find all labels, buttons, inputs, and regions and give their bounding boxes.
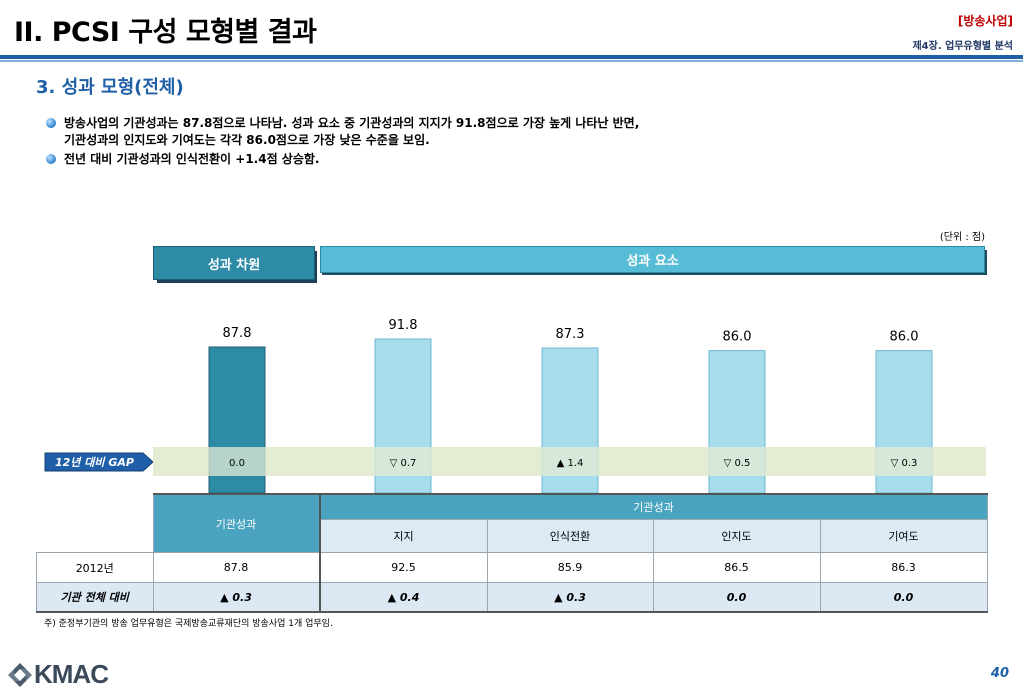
gap-value-label: ▽ 0.3 [891,458,918,469]
bar-chart: 87.8 91.8 87.3 86.0 86.0 0.0 ▽ 0.7 ▲ 1.4 ▽ 0.5 ▽ … [153,318,986,494]
bullet-1-line-1: 방송사업의 기관성과는 87.8점으로 나타남. 성과 요소 중 기관성과의 지… [64,116,640,130]
row-label: 기관 전체 대비 [36,582,154,613]
bar-value-label: 87.3 [556,327,585,342]
table-cell: ▲ 0.3 [152,582,321,613]
elements-banner: 성과 요소 [320,246,987,276]
table-cell: 0.0 [652,582,821,613]
gap-tag-label: 12년 대비 GAP [55,456,134,469]
bar-value-label: 87.8 [223,326,252,341]
gap-band-overlay [153,447,986,476]
elements-banner-label: 성과 요소 [320,246,985,273]
table-subheader-awareness: 인지도 [652,519,821,553]
bullet-dot-icon [46,154,56,164]
kmac-logo: KMAC [6,659,116,689]
bar-value-label: 86.0 [890,330,919,345]
bar-value-label: 91.8 [389,318,418,333]
table-subheader-support: 지지 [319,519,488,553]
table-cell: 86.3 [819,552,988,583]
row-label: 2012년 [36,552,154,583]
header-chapter: 제4장. 업무유형별 분석 [912,41,1013,52]
header-rule-light [0,60,1023,62]
data-table: 기관성과 기관성과 지지 인식전환 인지도 기여도 2012년 87.8 92.… [36,493,988,613]
gap-tag-arrow-icon [44,452,154,472]
header-tag: [방송사업] [957,14,1013,28]
table-row: 2012년 87.8 92.5 85.9 86.5 86.3 [36,552,988,583]
table-cell: 92.5 [319,552,488,583]
unit-note: (단위 : 점) [939,232,985,243]
footnote: 주) 준정부기관의 방송 업무유형은 국제방송교류재단의 방송사업 1개 업무임… [44,619,333,629]
kmac-logo-text: KMAC [34,659,109,689]
table-subheader-contribution: 기여도 [819,519,988,553]
section-title: 3. 성과 모형(전체) [36,77,184,98]
gap-value-label: ▽ 0.7 [390,458,417,469]
table-cell: 86.5 [652,552,821,583]
table-subheader-perception: 인식전환 [486,519,654,553]
table-cell: 87.8 [152,552,321,583]
table-cell: ▲ 0.4 [319,582,488,613]
bullet-item-1: 방송사업의 기관성과는 87.8점으로 나타남. 성과 요소 중 기관성과의 지… [46,115,640,149]
gap-value-label: ▽ 0.5 [724,458,751,469]
page-number: 40 [990,666,1009,681]
bullet-1-line-2: 기관성과의 인지도와 기여도는 각각 86.0점으로 가장 낮은 수준을 보임. [64,133,430,147]
bullet-dot-icon [46,118,56,128]
table-cell: 85.9 [486,552,654,583]
gap-tag: 12년 대비 GAP [43,451,154,472]
bullet-item-2: 전년 대비 기관성과의 인식전환이 +1.4점 상승함. [46,151,320,168]
kmac-logo-icon [8,663,32,687]
table-cell: 0.0 [819,582,988,613]
bar-value-label: 86.0 [723,330,752,345]
bullet-2-line-1: 전년 대비 기관성과의 인식전환이 +1.4점 상승함. [64,152,320,166]
table-header-institution: 기관성과 [152,493,321,553]
dimension-banner: 성과 차원 [153,246,319,283]
header-rule [0,55,1023,59]
gap-value-label: ▲ 1.4 [557,458,584,469]
table-header-group: 기관성과 [319,493,988,520]
table-corner [36,494,153,553]
table-row: 기관 전체 대비 ▲ 0.3 ▲ 0.4 ▲ 0.3 0.0 0.0 [36,582,988,613]
page-title: II. PCSI 구성 모형별 결과 [14,17,317,48]
table-cell: ▲ 0.3 [486,582,654,613]
gap-value-label: 0.0 [229,458,245,469]
dimension-banner-label: 성과 차원 [153,246,315,280]
